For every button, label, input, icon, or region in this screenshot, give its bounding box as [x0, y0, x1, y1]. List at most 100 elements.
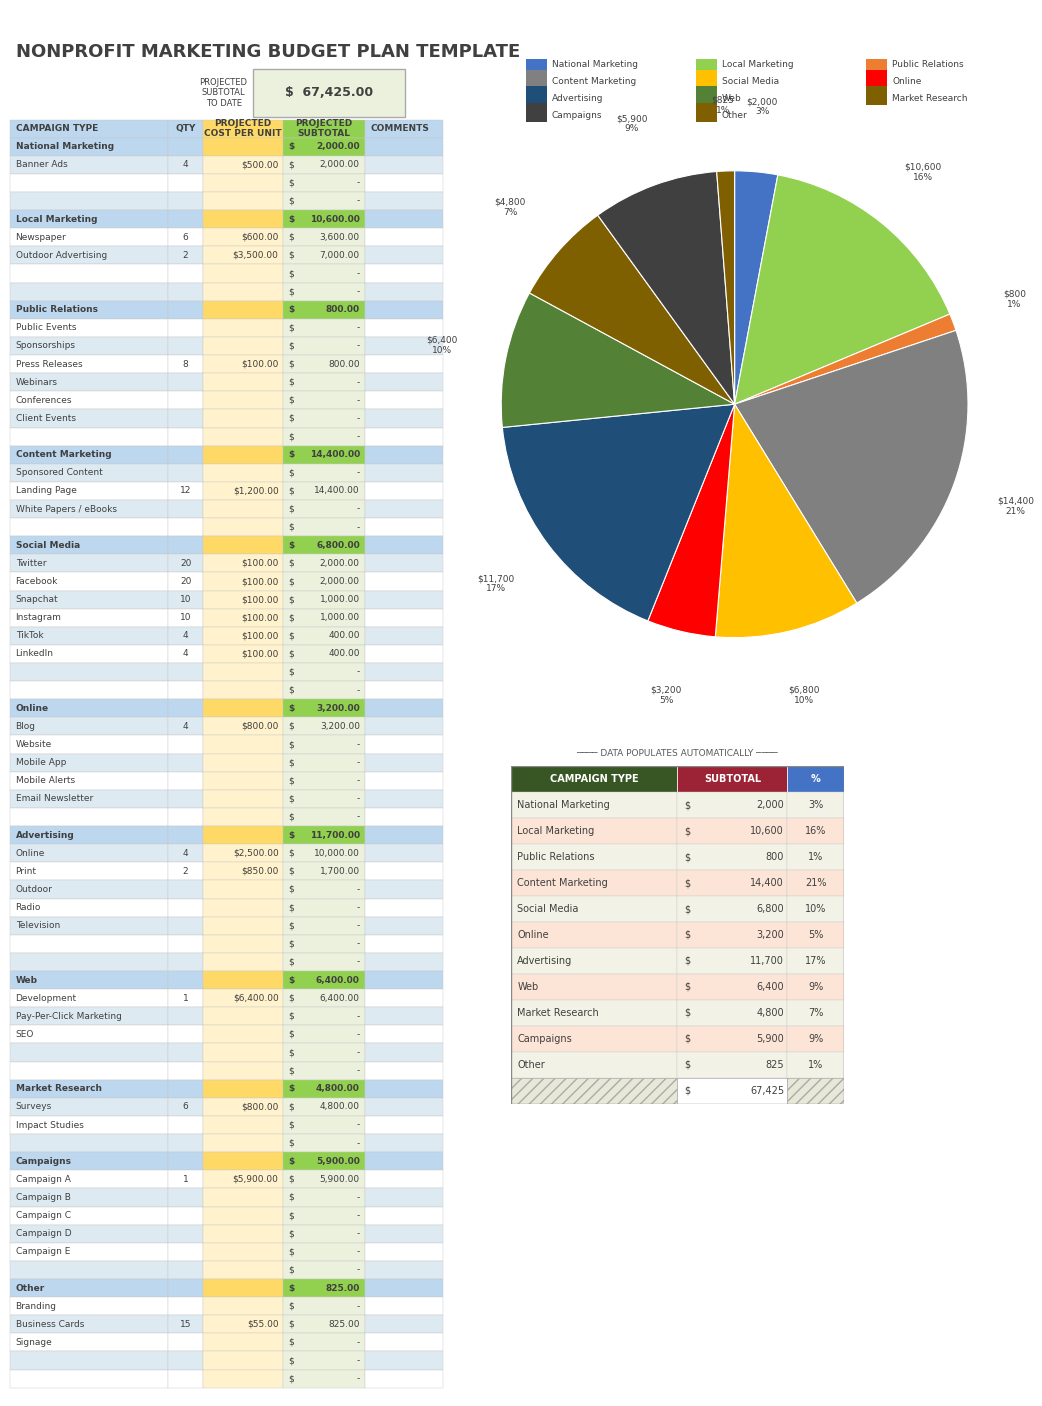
Bar — [203, 120, 282, 138]
Bar — [365, 427, 443, 446]
Text: 17%: 17% — [804, 956, 826, 966]
Bar — [168, 754, 203, 772]
Bar — [168, 373, 203, 391]
Bar — [282, 681, 365, 699]
Text: $: $ — [684, 879, 690, 889]
Bar — [168, 735, 203, 754]
Wedge shape — [501, 292, 735, 427]
Bar — [788, 766, 844, 792]
Text: 2: 2 — [182, 250, 189, 260]
Bar — [282, 1351, 365, 1369]
Bar — [10, 1170, 168, 1188]
Text: $5,900.00: $5,900.00 — [232, 1175, 278, 1184]
Bar — [203, 501, 282, 517]
Bar — [282, 138, 365, 156]
Text: Social Media: Social Media — [517, 904, 578, 914]
Text: 800.00: 800.00 — [328, 360, 359, 368]
Bar — [282, 1080, 365, 1098]
Text: $800.00: $800.00 — [241, 1102, 278, 1111]
Text: 20: 20 — [180, 558, 192, 568]
Text: $: $ — [288, 1211, 294, 1220]
Bar — [511, 818, 677, 844]
Bar — [696, 86, 717, 105]
Bar — [282, 572, 365, 591]
Text: $3,500.00: $3,500.00 — [232, 250, 278, 260]
Text: -: - — [356, 1339, 359, 1347]
Text: 1%: 1% — [808, 1060, 823, 1070]
Bar — [168, 917, 203, 935]
Text: $: $ — [288, 450, 294, 460]
Bar — [282, 391, 365, 409]
Text: Website: Website — [16, 740, 52, 749]
Text: $5,900
9%: $5,900 9% — [616, 114, 647, 134]
Text: -: - — [356, 1031, 359, 1039]
Bar — [168, 862, 203, 880]
Bar — [365, 645, 443, 664]
Bar — [365, 827, 443, 844]
Bar — [168, 1080, 203, 1098]
Bar — [203, 246, 282, 264]
Bar — [282, 735, 365, 754]
Bar — [677, 948, 788, 974]
Text: 2,000.00: 2,000.00 — [320, 160, 359, 169]
Text: Advertising: Advertising — [551, 94, 603, 103]
Text: $: $ — [288, 1374, 294, 1384]
Text: Market Research: Market Research — [517, 1008, 599, 1018]
Bar — [203, 517, 282, 536]
Text: 67,425: 67,425 — [750, 1085, 784, 1095]
Bar — [365, 808, 443, 827]
Bar — [365, 373, 443, 391]
Bar — [168, 1298, 203, 1315]
Text: $4,800
7%: $4,800 7% — [494, 197, 526, 217]
Bar — [10, 517, 168, 536]
Text: $10,600
16%: $10,600 16% — [903, 162, 941, 181]
Text: 1,000.00: 1,000.00 — [320, 613, 359, 623]
Bar — [282, 1007, 365, 1025]
Bar — [168, 482, 203, 501]
Bar — [867, 52, 887, 72]
Text: 7%: 7% — [808, 1008, 823, 1018]
Text: Content Marketing: Content Marketing — [517, 879, 607, 889]
Bar — [10, 935, 168, 953]
Text: Outdoor: Outdoor — [16, 884, 52, 894]
Text: -: - — [356, 740, 359, 749]
Bar — [365, 681, 443, 699]
Bar — [168, 1062, 203, 1080]
Bar — [282, 246, 365, 264]
Bar — [203, 193, 282, 209]
Bar — [282, 627, 365, 645]
Text: 825: 825 — [766, 1060, 784, 1070]
Bar — [203, 1025, 282, 1043]
Text: %: % — [811, 775, 820, 785]
Bar — [282, 209, 365, 228]
Text: $: $ — [288, 813, 294, 821]
Text: 2,000.00: 2,000.00 — [320, 558, 359, 568]
Bar — [203, 409, 282, 427]
Text: 825.00: 825.00 — [325, 1284, 359, 1292]
Bar — [168, 1135, 203, 1152]
Text: 15: 15 — [180, 1320, 192, 1329]
Text: Advertising: Advertising — [16, 831, 74, 839]
Text: 5,900.00: 5,900.00 — [316, 1157, 359, 1166]
Bar — [10, 264, 168, 283]
Text: Blog: Blog — [16, 721, 35, 731]
Bar — [168, 1315, 203, 1333]
Text: $: $ — [684, 904, 690, 914]
Bar — [10, 664, 168, 681]
Text: Twitter: Twitter — [16, 558, 46, 568]
Bar — [282, 1025, 365, 1043]
Text: $: $ — [288, 396, 294, 405]
Text: -: - — [356, 1229, 359, 1239]
Bar — [10, 898, 168, 917]
Text: $2,500.00: $2,500.00 — [232, 849, 278, 858]
Bar — [168, 1369, 203, 1388]
Bar — [168, 935, 203, 953]
Bar — [168, 664, 203, 681]
Text: -: - — [356, 903, 359, 912]
Text: $: $ — [288, 650, 294, 658]
Bar — [282, 1369, 365, 1388]
Bar — [677, 922, 788, 948]
Text: Banner Ads: Banner Ads — [16, 160, 68, 169]
Bar — [203, 844, 282, 862]
Bar — [10, 1279, 168, 1298]
